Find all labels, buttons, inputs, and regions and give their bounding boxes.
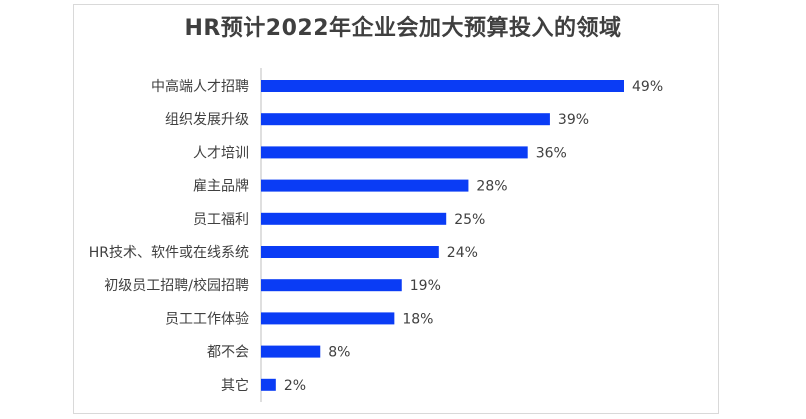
value-label: 24% [447,245,478,261]
bar [261,80,624,92]
bar [261,279,402,292]
value-label: 2% [284,378,306,394]
category-label: 员工工作体验 [165,311,249,327]
category-label: 其它 [221,377,249,394]
bar [261,312,395,325]
category-label: 人才培训 [193,145,249,161]
value-label: 49% [632,79,663,95]
category-label: 中高端人才招聘 [151,78,249,95]
value-label: 36% [536,145,567,161]
bars [261,80,624,391]
value-label: 25% [454,212,485,228]
bar [261,345,321,358]
category-label: 员工福利 [193,212,249,228]
value-label: 39% [558,112,589,128]
category-label: 雇主品牌 [193,178,249,195]
value-label: 19% [410,278,441,294]
category-label: 都不会 [207,345,249,361]
bar [261,179,469,192]
value-label: 8% [328,345,350,361]
chart-title: HR预计2022年企业会加大预算投入的领域 [184,16,622,41]
value-label: 28% [476,179,507,195]
bar [261,113,550,126]
category-label: HR技术、软件或在线系统 [89,245,249,261]
category-label: 初级员工招聘/校园招聘 [104,277,249,294]
chart-card [73,4,719,414]
bar [261,212,447,225]
value-labels: 49% 39% 36% 28% 25% 24% 19% 18% 8% 2% [284,79,663,394]
category-label: 组织发展升级 [165,112,249,128]
bar [261,246,439,258]
bar [261,378,276,391]
bar [261,146,528,159]
value-label: 18% [402,311,433,327]
